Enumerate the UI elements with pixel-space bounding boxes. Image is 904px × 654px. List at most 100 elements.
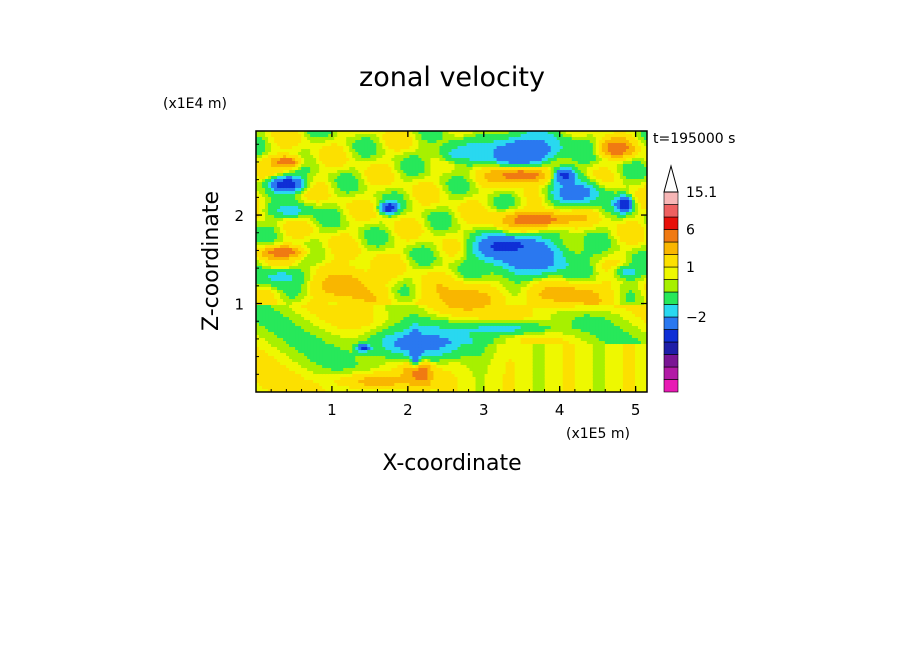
heatmap-cell xyxy=(382,236,386,240)
heatmap-cell xyxy=(313,383,317,387)
heatmap-cell xyxy=(340,230,344,234)
heatmap-cell xyxy=(400,134,404,138)
heatmap-cell xyxy=(304,248,308,252)
heatmap-cell xyxy=(331,323,335,327)
heatmap-cell xyxy=(367,278,371,282)
heatmap-cell xyxy=(334,335,338,339)
heatmap-cell xyxy=(286,347,290,351)
heatmap-cell xyxy=(352,224,356,228)
heatmap-cell xyxy=(418,188,423,192)
heatmap-cell xyxy=(364,287,368,291)
heatmap-cell xyxy=(256,347,260,351)
heatmap-cell xyxy=(361,341,365,345)
heatmap-cell xyxy=(340,191,344,195)
heatmap-cell xyxy=(262,341,266,345)
heatmap-cell xyxy=(391,143,395,147)
heatmap-cell xyxy=(340,185,344,189)
heatmap-cell xyxy=(349,239,353,243)
heatmap-cell xyxy=(307,347,311,351)
heatmap-cell xyxy=(415,218,420,222)
heatmap-cell xyxy=(406,296,410,300)
heatmap-cell xyxy=(289,206,293,210)
heatmap-cell xyxy=(403,137,407,141)
heatmap-cell xyxy=(298,317,302,321)
heatmap-cell xyxy=(331,161,335,165)
heatmap-cell xyxy=(373,341,377,345)
heatmap-cell xyxy=(310,359,314,363)
heatmap-cell xyxy=(325,236,329,240)
heatmap-cell xyxy=(292,323,296,327)
heatmap-cell xyxy=(403,332,407,336)
heatmap-cell xyxy=(286,203,290,207)
heatmap-cell xyxy=(301,134,305,138)
heatmap-cell xyxy=(355,158,359,162)
heatmap-cell xyxy=(370,242,374,246)
heatmap-cell xyxy=(337,230,341,234)
heatmap-cell xyxy=(283,257,287,261)
heatmap-cell xyxy=(394,251,398,255)
y-axis-label: Z-coordinate xyxy=(199,191,224,331)
heatmap-cell xyxy=(403,182,407,186)
heatmap-cell xyxy=(358,290,362,294)
heatmap-cell xyxy=(334,371,338,375)
heatmap-cell xyxy=(343,236,347,240)
heatmap-cell xyxy=(400,284,404,288)
heatmap-cell xyxy=(289,362,293,366)
heatmap-cell xyxy=(382,293,386,297)
heatmap-cell xyxy=(331,221,335,225)
heatmap-cell xyxy=(277,269,281,273)
heatmap-cell xyxy=(292,296,296,300)
heatmap-cell xyxy=(361,131,365,135)
heatmap-cell xyxy=(349,257,353,261)
heatmap-cell xyxy=(319,380,323,384)
heatmap-cell xyxy=(391,227,395,231)
heatmap-cell xyxy=(298,191,302,195)
heatmap-cell xyxy=(331,233,335,237)
heatmap-cell xyxy=(301,323,305,327)
heatmap-cell xyxy=(280,239,284,243)
heatmap-cell xyxy=(316,191,320,195)
heatmap-cell xyxy=(268,161,272,165)
heatmap-cell xyxy=(418,305,423,309)
heatmap-cell xyxy=(304,191,308,195)
heatmap-cell xyxy=(385,215,389,219)
heatmap-cell xyxy=(268,326,272,330)
heatmap-cell xyxy=(340,179,344,183)
heatmap-cell xyxy=(292,206,296,210)
heatmap-cell xyxy=(373,257,377,261)
heatmap-cell xyxy=(397,248,401,252)
heatmap-cell xyxy=(283,212,287,216)
heatmap-cell xyxy=(262,143,266,147)
heatmap-cell xyxy=(274,155,278,159)
heatmap-cell xyxy=(277,137,281,141)
heatmap-cell xyxy=(373,194,377,198)
heatmap-cell xyxy=(382,134,386,138)
heatmap-cell xyxy=(409,191,413,195)
heatmap-cell xyxy=(415,233,420,237)
heatmap-cell xyxy=(340,260,344,264)
heatmap-cell xyxy=(280,206,284,210)
heatmap-cell xyxy=(322,206,326,210)
heatmap-cell xyxy=(364,281,368,285)
heatmap-cell xyxy=(262,245,266,249)
heatmap-cell xyxy=(301,311,305,315)
heatmap-cell xyxy=(361,212,365,216)
heatmap-cell xyxy=(373,254,377,258)
heatmap-cell xyxy=(421,209,426,213)
heatmap-cell xyxy=(340,137,344,141)
heatmap-cell xyxy=(325,302,329,306)
heatmap-cell xyxy=(403,215,407,219)
heatmap-cell xyxy=(328,386,332,390)
heatmap-cell xyxy=(385,353,389,357)
heatmap-cell xyxy=(334,233,338,237)
heatmap-cell xyxy=(274,161,278,165)
heatmap-cell xyxy=(406,185,410,189)
heatmap-cell xyxy=(298,350,302,354)
heatmap-cell xyxy=(361,350,365,354)
heatmap-cell xyxy=(385,218,389,222)
heatmap-cell xyxy=(415,278,420,282)
heatmap-cell xyxy=(265,167,269,171)
heatmap-cell xyxy=(268,182,272,186)
heatmap-cell xyxy=(415,245,420,249)
heatmap-cell xyxy=(304,305,308,309)
